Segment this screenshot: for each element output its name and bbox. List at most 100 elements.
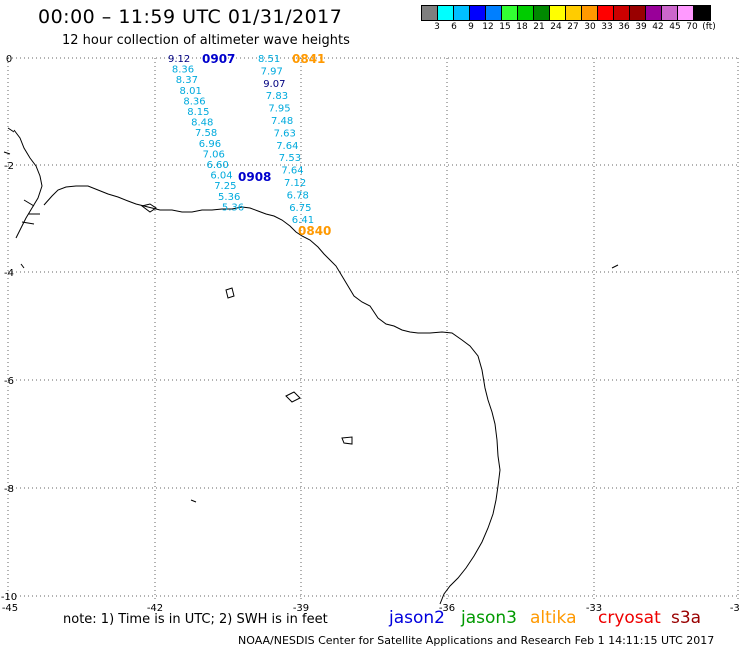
wave-height-value: 7.97 — [261, 66, 283, 77]
wave-height-value: 6.75 — [289, 203, 311, 214]
wave-height-value: 6.60 — [207, 160, 229, 171]
wave-height-value: 9.12 — [168, 54, 190, 65]
wave-height-value: 5.36 — [222, 202, 244, 213]
colorbar-swatch — [582, 6, 598, 20]
wave-height-value: 7.83 — [266, 91, 288, 102]
wave-height-value: 7.64 — [281, 166, 303, 177]
legend-cryosat: cryosat — [598, 608, 661, 628]
island-7 — [190, 499, 197, 503]
coastline-delta — [3, 127, 43, 239]
island-4 — [341, 436, 353, 445]
legend-altika: altika — [530, 608, 577, 628]
colorbar-swatch — [694, 6, 710, 20]
wave-height-value: 6.41 — [292, 215, 314, 226]
wave-height-value: 7.48 — [271, 116, 293, 127]
colorbar-swatch — [646, 6, 662, 20]
colorbar-label: 18 — [516, 22, 528, 32]
pass-time-label: 0907 — [202, 52, 235, 66]
credit-footer: NOAA/NESDIS Center for Satellite Applica… — [238, 634, 715, 647]
colorbar-label: 3 — [434, 22, 440, 32]
wave-height-colorbar — [421, 5, 711, 21]
colorbar-swatch — [550, 6, 566, 20]
colorbar-label: 42 — [652, 22, 664, 32]
colorbar-label: 30 — [584, 22, 596, 32]
footnote: note: 1) Time is in UTC; 2) SWH is in fe… — [63, 612, 328, 627]
wave-height-value: 7.63 — [274, 128, 296, 139]
colorbar-swatch — [502, 6, 518, 20]
colorbar-swatch — [598, 6, 614, 20]
pass-time-label: 0908 — [238, 170, 271, 184]
y-tick-label: -10 — [1, 592, 17, 603]
island-5 — [611, 264, 619, 269]
colorbar-label: 36 — [618, 22, 630, 32]
wave-height-value: 7.25 — [214, 181, 236, 192]
y-tick-label: -4 — [4, 268, 14, 279]
colorbar-swatch — [422, 6, 438, 20]
wave-height-value: 8.37 — [176, 75, 198, 86]
pass-time-label: 0841 — [292, 52, 325, 66]
wave-height-value: 7.53 — [279, 153, 301, 164]
colorbar-label: (ft) — [702, 22, 716, 32]
colorbar-label: 21 — [533, 22, 545, 32]
colorbar-swatch — [470, 6, 486, 20]
wave-height-value: 8.36 — [183, 96, 205, 107]
colorbar-swatch — [614, 6, 630, 20]
colorbar-swatch — [566, 6, 582, 20]
wave-height-value: 8.48 — [191, 118, 213, 129]
colorbar-label: 45 — [669, 22, 681, 32]
wave-height-value: 6.96 — [199, 139, 221, 150]
island-6 — [20, 263, 25, 269]
y-tick-label: 0 — [6, 54, 12, 65]
colorbar-label: 6 — [451, 22, 457, 32]
colorbar-label: 70 — [686, 22, 698, 32]
wave-height-value: 7.95 — [268, 104, 290, 115]
x-tick-label: -33 — [586, 603, 602, 614]
colorbar-swatch — [454, 6, 470, 20]
x-tick-label: -45 — [2, 603, 18, 614]
wave-height-value: 8.15 — [187, 107, 209, 118]
wave-height-value: 7.06 — [203, 149, 225, 160]
y-tick-label: -6 — [4, 376, 14, 387]
x-tick-label: -36 — [439, 603, 455, 614]
colorbar-label: 39 — [635, 22, 647, 32]
colorbar-swatch — [534, 6, 550, 20]
y-tick-label: -2 — [4, 161, 14, 172]
lat-lon-grid: -45 -42 -39 -36 -33 -30 0 -2 -4 -6 -8 -10 — [1, 54, 740, 614]
island-1 — [140, 203, 157, 213]
wave-height-value: 5.36 — [218, 192, 240, 203]
wave-height-value: 7.12 — [284, 178, 306, 189]
wave-height-value: 8.01 — [180, 86, 202, 97]
colorbar-label: 33 — [601, 22, 613, 32]
page-subtitle: 12 hour collection of altimeter wave hei… — [62, 33, 350, 48]
wave-height-value: 8.36 — [172, 65, 194, 76]
colorbar-swatch — [678, 6, 694, 20]
wave-height-value: 6.04 — [210, 171, 232, 182]
colorbar-swatch — [630, 6, 646, 20]
colorbar-swatch — [662, 6, 678, 20]
y-tick-label: -8 — [4, 484, 14, 495]
colorbar-label: 24 — [550, 22, 562, 32]
wave-height-value: 7.64 — [276, 141, 298, 152]
colorbar-label: 9 — [468, 22, 474, 32]
wave-height-value: 7.58 — [195, 128, 217, 139]
legend-jason2: jason2 — [389, 608, 445, 628]
x-tick-label: -30 — [730, 603, 740, 614]
colorbar-swatch — [518, 6, 534, 20]
island-3 — [285, 391, 301, 403]
colorbar-swatch — [486, 6, 502, 20]
pass-time-labels: 0907 0908 0841 0840 — [202, 52, 331, 238]
legend-jason3: jason3 — [461, 608, 517, 628]
colorbar-label: 27 — [567, 22, 579, 32]
wave-height-value: 9.07 — [263, 79, 285, 90]
colorbar-swatch — [438, 6, 454, 20]
colorbar-label: 15 — [499, 22, 511, 32]
x-tick-label: -39 — [293, 603, 309, 614]
legend-s3a: s3a — [671, 608, 702, 628]
coastline-mainland — [43, 185, 501, 605]
x-tick-label: -42 — [147, 603, 163, 614]
altimeter-track-0841: 8.517.979.077.837.957.487.637.647.537.64… — [258, 54, 314, 226]
wave-height-value: 6.78 — [287, 190, 309, 201]
colorbar-label: 12 — [482, 22, 494, 32]
pass-time-label: 0840 — [298, 224, 331, 238]
